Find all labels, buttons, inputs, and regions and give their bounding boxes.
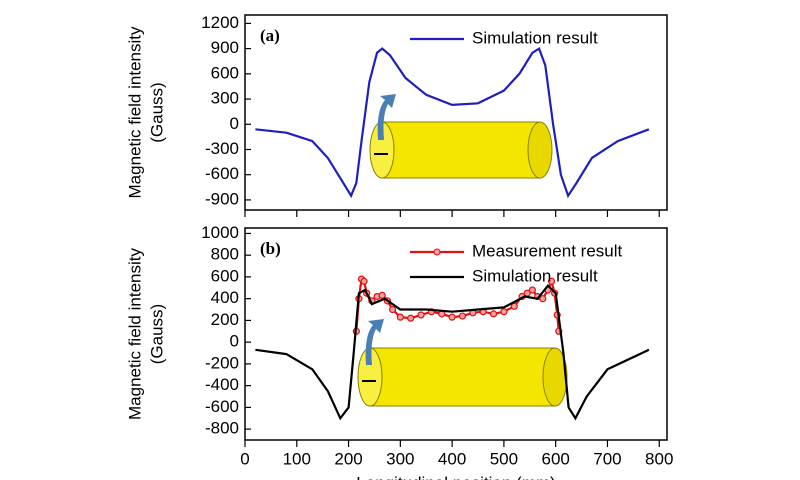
- series-line: [255, 46, 650, 199]
- panel-label: (a): [260, 26, 280, 45]
- legend-label: Simulation result: [472, 266, 598, 285]
- plot-frame: [244, 227, 668, 441]
- data-point: [510, 302, 518, 310]
- y-tick-label: -300: [205, 139, 239, 158]
- x-tick-label: 300: [386, 449, 414, 468]
- x-tick-label: 400: [438, 449, 466, 468]
- data-point: [458, 312, 467, 320]
- legend-marker: [433, 248, 441, 256]
- y-tick-label: 400: [211, 288, 239, 307]
- legend-label: Simulation result: [472, 28, 598, 47]
- data-point: [547, 277, 556, 285]
- data-point: [448, 313, 456, 321]
- plot-frame: [244, 14, 668, 211]
- panel-label: (b): [260, 239, 281, 258]
- y-axis-label: Magnetic field intensity: [125, 248, 144, 420]
- y-tick-label: -200: [205, 353, 239, 372]
- y-tick-label: -400: [205, 375, 239, 394]
- series-line: [355, 276, 560, 332]
- data-point: [360, 277, 368, 285]
- y-tick-label: 300: [211, 89, 239, 108]
- x-tick-label: 500: [490, 449, 518, 468]
- data-point: [396, 313, 404, 321]
- y-tick-label: 600: [211, 63, 239, 82]
- legend-label: Measurement result: [472, 241, 623, 260]
- solenoid-illustration-a: [369, 94, 553, 179]
- y-tick-label: 0: [230, 332, 239, 351]
- data-point: [417, 311, 425, 319]
- y-axis-label: (Gauss): [147, 304, 166, 364]
- x-tick-label: 600: [541, 449, 569, 468]
- data-point: [539, 295, 547, 303]
- x-tick-label: 700: [593, 449, 621, 468]
- x-axis-label: Longitudinal position (mm): [356, 473, 555, 480]
- x-tick-label: 800: [645, 449, 673, 468]
- y-axis-label: (Gauss): [147, 82, 166, 142]
- data-point: [489, 310, 498, 318]
- x-tick-label: 100: [283, 449, 311, 468]
- y-tick-label: 800: [211, 245, 239, 264]
- x-tick-label: 200: [334, 449, 362, 468]
- y-tick-label: 1000: [201, 223, 239, 242]
- y-tick-label: -600: [205, 397, 239, 416]
- solenoid-illustration-b: [357, 319, 568, 407]
- y-tick-label: -600: [205, 164, 239, 183]
- y-tick-label: -900: [205, 189, 239, 208]
- data-point: [388, 305, 397, 314]
- y-tick-label: 900: [211, 38, 239, 57]
- y-tick-label: 200: [211, 310, 239, 329]
- data-point: [378, 291, 386, 300]
- y-tick-label: -800: [205, 419, 239, 438]
- y-tick-label: 0: [230, 114, 239, 133]
- data-point: [500, 308, 508, 316]
- data-point: [528, 286, 536, 294]
- series-line: [255, 283, 650, 421]
- y-axis-label: Magnetic field intensity: [125, 26, 144, 198]
- y-tick-label: 1200: [201, 13, 239, 32]
- data-point: [407, 314, 415, 322]
- x-tick-label: 0: [240, 449, 249, 468]
- y-tick-label: 600: [211, 266, 239, 285]
